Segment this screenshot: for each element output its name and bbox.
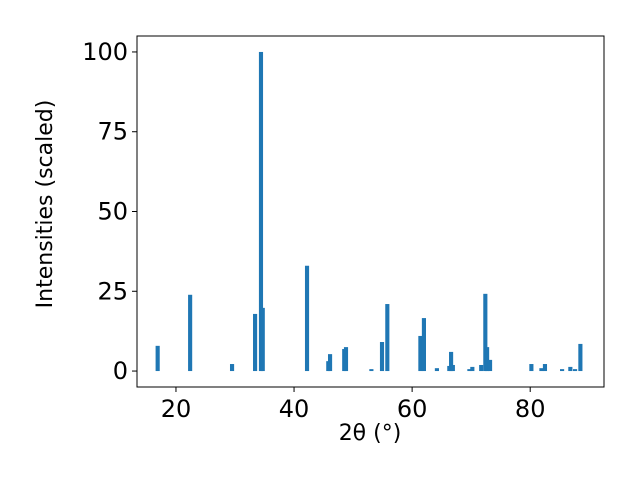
y-tick-label: 0	[113, 357, 128, 385]
bar	[253, 313, 258, 372]
bar	[343, 347, 349, 372]
bar	[379, 342, 385, 372]
plot-frame	[136, 35, 605, 388]
bar	[304, 265, 310, 372]
x-tick-label: 40	[279, 395, 310, 423]
y-tick-label: 25	[97, 277, 128, 305]
bar	[573, 369, 578, 372]
x-tick-label: 20	[161, 395, 192, 423]
y-tick-label: 75	[97, 118, 128, 146]
bar	[229, 364, 235, 372]
bar	[467, 369, 472, 372]
bar	[483, 293, 488, 372]
bar	[470, 366, 475, 372]
bar	[529, 364, 534, 372]
bar	[578, 343, 583, 372]
bar	[188, 294, 193, 372]
bar	[258, 51, 264, 372]
bar	[155, 345, 160, 372]
x-tick-label: 60	[397, 395, 428, 423]
bar	[542, 364, 548, 372]
bar	[450, 364, 455, 372]
y-tick-label: 50	[97, 198, 128, 226]
bar	[449, 351, 454, 372]
bar	[327, 354, 333, 372]
bar	[485, 347, 490, 372]
y-axis-label: Intensities (scaled)	[33, 100, 58, 309]
bar	[385, 304, 390, 372]
bar	[568, 366, 573, 372]
x-axis-label: 2θ (°)	[339, 421, 402, 446]
bar	[418, 335, 423, 372]
bar	[487, 359, 493, 372]
bar	[560, 369, 565, 372]
x-tick-label: 80	[515, 395, 546, 423]
bar	[421, 318, 426, 372]
bar	[434, 368, 439, 372]
bar	[260, 307, 265, 372]
bar	[479, 364, 484, 372]
bar	[539, 368, 544, 372]
y-tick-label: 100	[82, 38, 128, 66]
bar	[369, 369, 374, 372]
